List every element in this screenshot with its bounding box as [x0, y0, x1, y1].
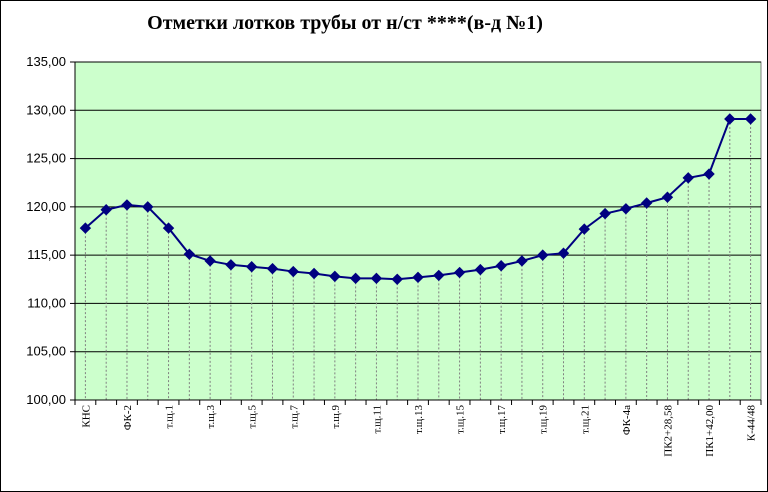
data-point	[183, 248, 196, 260]
y-tick-label: 135,00	[26, 54, 66, 69]
data-point	[599, 207, 611, 220]
x-tick-label: т.щ.3	[205, 405, 217, 429]
data-point	[100, 204, 112, 216]
data-point	[287, 265, 299, 278]
x-tick-label: т.щ.11	[371, 405, 383, 434]
y-tick-label: 115,00	[27, 247, 66, 262]
data-point	[308, 267, 320, 280]
data-point	[703, 168, 715, 180]
data-point	[79, 222, 92, 234]
data-point	[391, 273, 403, 285]
x-tick-label: т.щ.5	[247, 405, 259, 429]
x-tick-label: т.щ.9	[330, 405, 342, 429]
data-point	[495, 260, 507, 272]
x-tick-label: ФК-2	[122, 405, 134, 430]
data-point	[516, 255, 528, 267]
x-tick-label: т.щ.13	[413, 405, 425, 434]
data-point	[266, 262, 279, 275]
x-tick-label: ФК-4а	[621, 405, 633, 435]
data-point	[661, 191, 674, 203]
data-point	[225, 259, 237, 271]
x-tick-label: т.щ.17	[496, 405, 508, 434]
data-point	[557, 247, 570, 259]
data-point	[142, 201, 154, 213]
x-tick-label: ПК1+42,00	[704, 405, 716, 457]
data-point	[537, 249, 549, 261]
x-tick-label: К-44/48	[746, 405, 758, 442]
x-tick-label: т.щ.21	[579, 405, 591, 434]
data-point	[245, 261, 258, 273]
data-point	[682, 172, 694, 184]
data-point	[724, 113, 736, 125]
data-point	[744, 113, 757, 125]
data-point	[453, 266, 466, 279]
x-tick-label: ПК2+28,58	[662, 405, 674, 457]
data-point	[329, 270, 341, 283]
y-tick-label: 130,00	[26, 102, 66, 117]
data-point	[121, 199, 133, 211]
plot-area	[74, 61, 762, 401]
data-point	[204, 255, 216, 267]
data-point	[433, 269, 445, 282]
data-point	[578, 223, 591, 235]
data-point	[474, 263, 487, 276]
chart-title: Отметки лотков трубы от н/ст ****(в-д №1…	[147, 12, 543, 34]
x-tick-label: т.щ.15	[455, 405, 467, 434]
y-tick-label: 125,00	[26, 151, 66, 166]
x-tick-label: т.щ.19	[538, 405, 550, 434]
data-point	[162, 222, 175, 234]
x-tick-label: т.щ.7	[288, 405, 300, 429]
y-tick-label: 105,00	[26, 344, 66, 359]
y-tick-label: 110,00	[27, 295, 66, 310]
data-point	[349, 272, 362, 285]
data-point	[370, 272, 383, 285]
x-tick-label: т.щ.1	[164, 405, 176, 428]
data-point	[620, 203, 632, 215]
y-tick-label: 120,00	[26, 199, 66, 214]
data-point	[640, 197, 653, 209]
data-point	[412, 271, 424, 284]
y-tick-label: 100,00	[26, 392, 66, 407]
x-tick-label: КНС	[80, 405, 92, 428]
